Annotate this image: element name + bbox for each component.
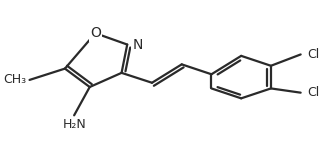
Text: Cl: Cl [308,48,320,61]
Text: N: N [133,38,143,51]
Text: Cl: Cl [308,86,320,99]
Text: CH₃: CH₃ [4,73,27,86]
Text: H₂N: H₂N [62,118,86,131]
Text: O: O [90,26,101,40]
